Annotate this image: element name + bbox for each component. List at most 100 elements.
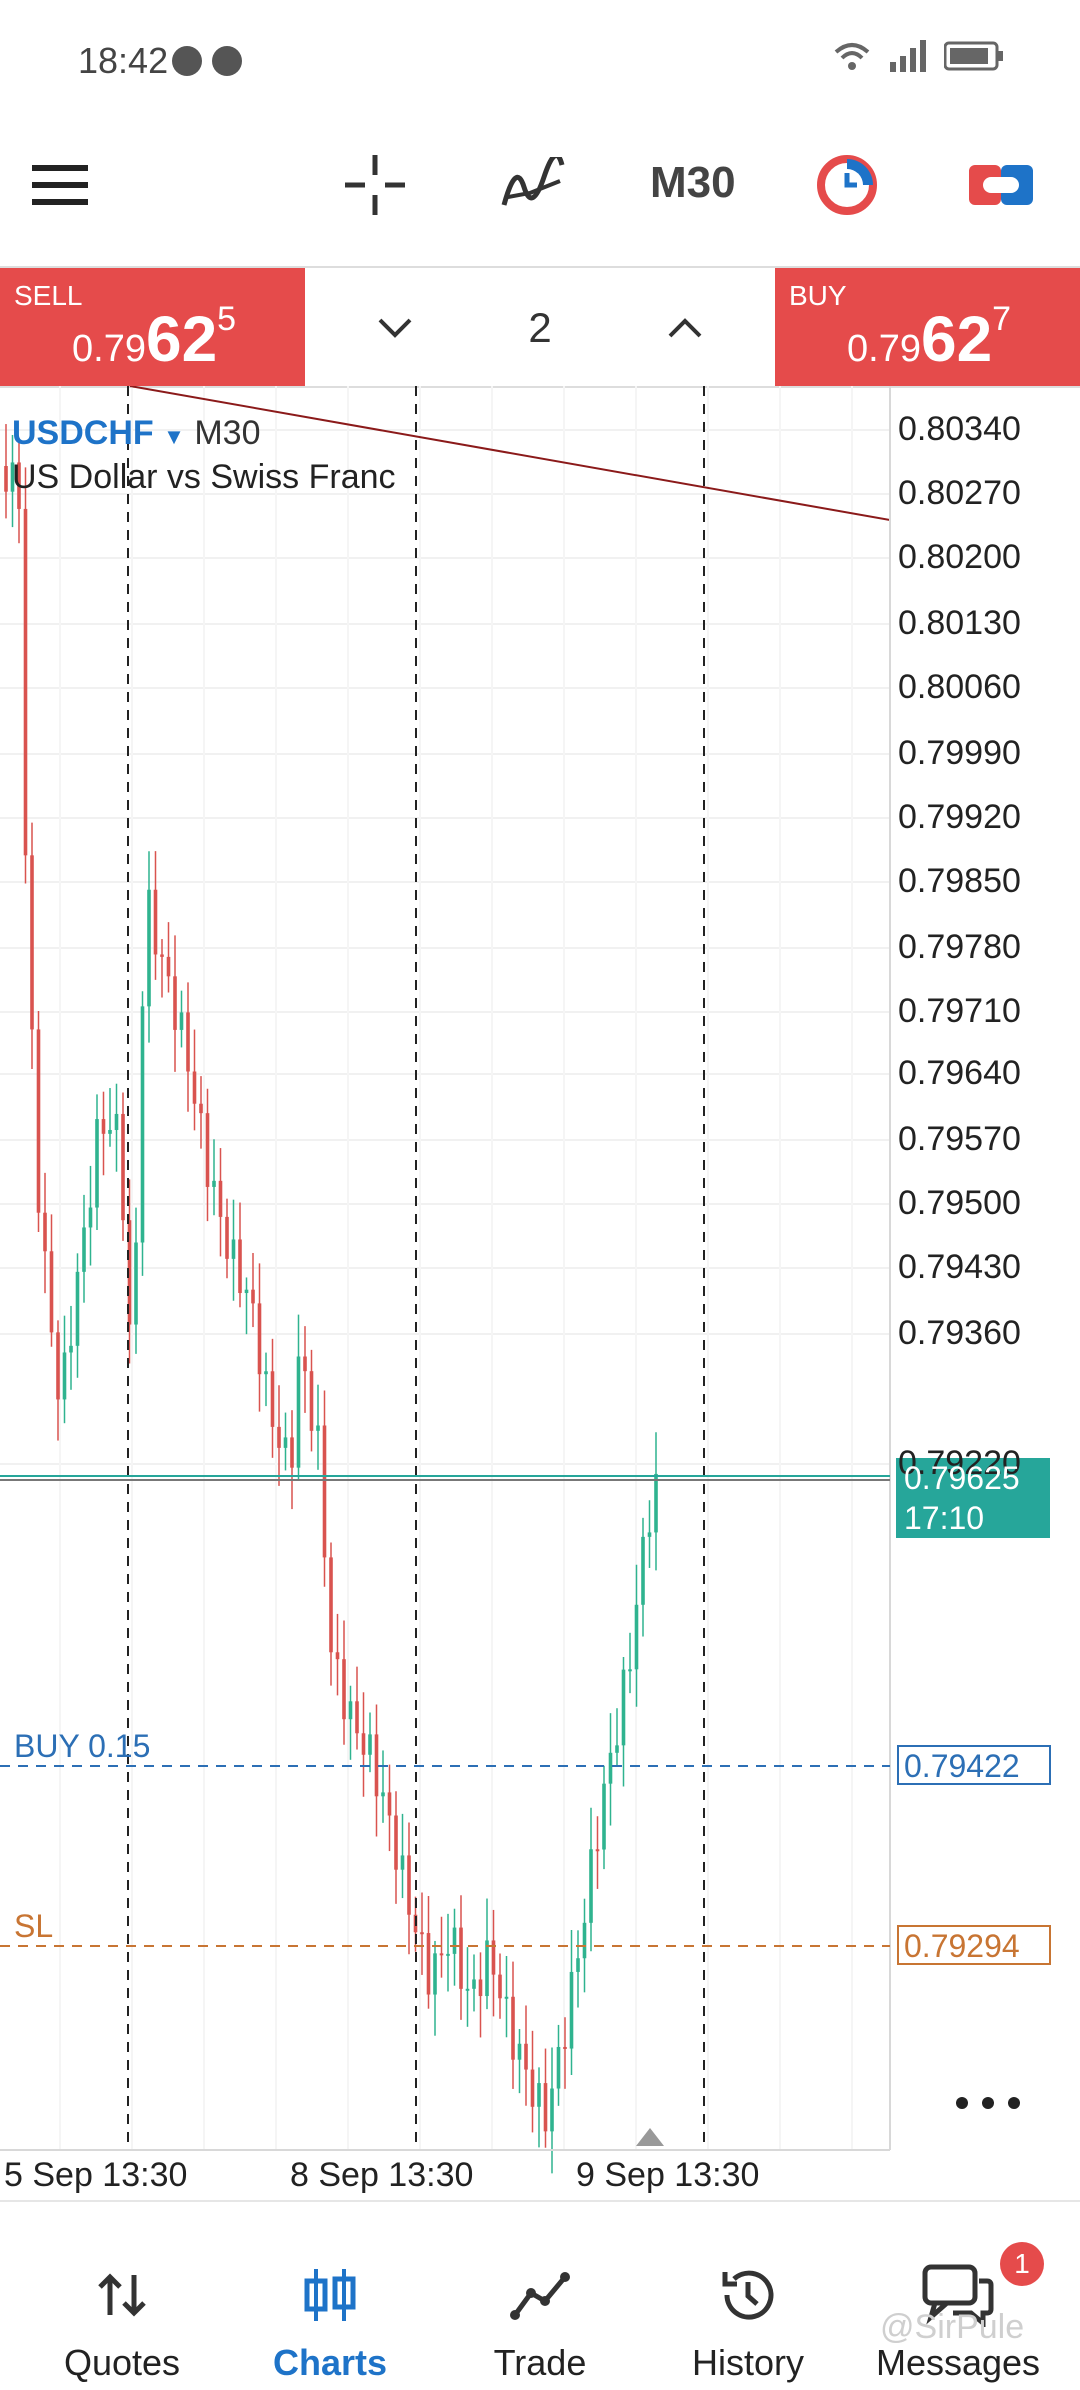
candle-body — [283, 1437, 288, 1448]
buy-button[interactable]: BUY 0.79 62 7 — [775, 268, 1080, 386]
candle-body — [322, 1425, 327, 1558]
candle-body — [147, 889, 151, 1007]
time-label: 5 Sep 13:30 — [4, 2156, 188, 2194]
buy-price-tag — [897, 1745, 1051, 1785]
price-label: 0.80270 — [898, 474, 1021, 512]
symbol-dropdown-icon[interactable]: ▼ — [163, 424, 185, 449]
sl-line-label: SL — [14, 1908, 54, 1944]
candle-body — [179, 1012, 184, 1030]
crosshair-icon[interactable] — [340, 152, 410, 218]
candle-body — [485, 1940, 489, 1997]
buy-price-big: 62 — [920, 303, 993, 375]
sell-button[interactable]: SELL 0.79 62 5 — [0, 268, 305, 386]
history-icon — [640, 2260, 856, 2330]
candle-body — [472, 1979, 476, 1989]
candle-body — [517, 2043, 522, 2060]
candle-body — [95, 1119, 99, 1208]
candle-body — [615, 1745, 619, 1753]
quotes-icon — [14, 2260, 230, 2330]
price-label: 0.79710 — [898, 992, 1021, 1030]
candle-body — [420, 1932, 424, 1935]
candle-body — [244, 1289, 249, 1294]
candle-body — [56, 1332, 60, 1400]
candle-body — [498, 1974, 502, 1999]
watermark-text: @SirPule — [880, 2308, 1025, 2346]
buy-price-sup: 7 — [992, 300, 1012, 338]
candle-body — [160, 954, 164, 957]
buy-label: BUY — [789, 280, 847, 311]
candle-body — [394, 1815, 398, 1870]
candle-body — [231, 1239, 236, 1259]
candle-body — [647, 1532, 652, 1537]
sell-price-sup: 5 — [217, 300, 237, 338]
messages-icon — [850, 2260, 1066, 2330]
candle-body — [192, 1071, 197, 1104]
price-label: 0.79360 — [898, 1314, 1021, 1352]
sl-line-price: 0.79294 — [904, 1928, 1020, 1964]
price-label: 0.80130 — [898, 604, 1021, 642]
messages-badge: 1 — [1000, 2242, 1044, 2286]
candle-body — [309, 1371, 314, 1431]
candle-body — [446, 1953, 450, 1956]
candle-body — [69, 1345, 73, 1353]
more-dots-icon[interactable] — [956, 2097, 1020, 2109]
candle-body — [537, 2083, 541, 2107]
candle-body — [238, 1239, 242, 1294]
trade-icon — [432, 2260, 648, 2330]
candle-body — [303, 1356, 307, 1372]
buy-line-label: BUY 0.15 — [14, 1728, 151, 1764]
candle-body — [10, 462, 15, 492]
price-label: 0.80340 — [898, 410, 1021, 448]
timeframe-button[interactable]: M30 — [650, 158, 736, 207]
volume-decrease-icon[interactable] — [365, 298, 425, 358]
price-label: 0.80060 — [898, 668, 1021, 706]
candle-body — [342, 1659, 346, 1720]
candle-body — [277, 1426, 281, 1448]
volume-control: 2 — [305, 268, 775, 386]
bar-countdown: 17:10 — [904, 1500, 985, 1536]
candle-body — [387, 1792, 392, 1816]
trendline[interactable] — [129, 386, 891, 521]
chart-toolbar: M30 — [0, 130, 1080, 240]
symbol-ticker[interactable]: USDCHF — [12, 414, 154, 452]
candle-body — [186, 1012, 190, 1072]
candle-body — [82, 1227, 86, 1272]
symbol-timeframe: M30 — [194, 414, 261, 452]
candle-body — [433, 1953, 437, 1995]
candle-body — [166, 956, 171, 977]
price-label: 0.80200 — [898, 538, 1021, 576]
candle-body — [361, 1733, 366, 1755]
candle-body — [628, 1669, 632, 1672]
charts-icon — [222, 2260, 438, 2330]
volume-value[interactable]: 2 — [528, 304, 552, 351]
candle-body — [296, 1356, 301, 1468]
nav-messages[interactable]: Messages — [850, 2202, 1066, 2390]
candle-body — [23, 508, 28, 856]
menu-icon[interactable] — [28, 152, 92, 218]
candle-body — [634, 1604, 639, 1670]
candle-body — [101, 1119, 106, 1134]
candle-body — [257, 1303, 262, 1375]
messenger-icon — [212, 46, 242, 76]
indicators-icon[interactable] — [498, 152, 568, 218]
nav-messages-label: Messages — [875, 2342, 1041, 2383]
nav-trade[interactable]: Trade — [432, 2202, 648, 2390]
candle-body — [407, 1855, 411, 1915]
one-click-trading-icon[interactable] — [966, 152, 1036, 218]
price-label: 0.79500 — [898, 1184, 1021, 1222]
scroll-marker-icon[interactable] — [636, 2128, 664, 2146]
price-chart[interactable]: USDCHF ▼ M30 US Dollar vs Swiss Franc 0.… — [0, 386, 1080, 2200]
chart-symbol[interactable]: USDCHF ▼ M30 — [12, 414, 261, 453]
candle-body — [49, 1251, 54, 1333]
candle-body — [524, 2043, 528, 2070]
nav-charts[interactable]: Charts — [222, 2202, 438, 2390]
chart-canvas[interactable] — [0, 386, 1080, 2200]
nav-quotes[interactable]: Quotes — [14, 2202, 230, 2390]
candle-body — [595, 1849, 600, 1852]
clock-icon[interactable] — [812, 152, 882, 218]
nav-history[interactable]: History — [640, 2202, 856, 2390]
volume-increase-icon[interactable] — [655, 298, 715, 358]
current-price-tag — [896, 1458, 1050, 1538]
price-label: 0.79990 — [898, 734, 1021, 772]
trade-panel: SELL 0.79 62 5 2 BUY 0.79 62 7 — [0, 266, 1080, 388]
